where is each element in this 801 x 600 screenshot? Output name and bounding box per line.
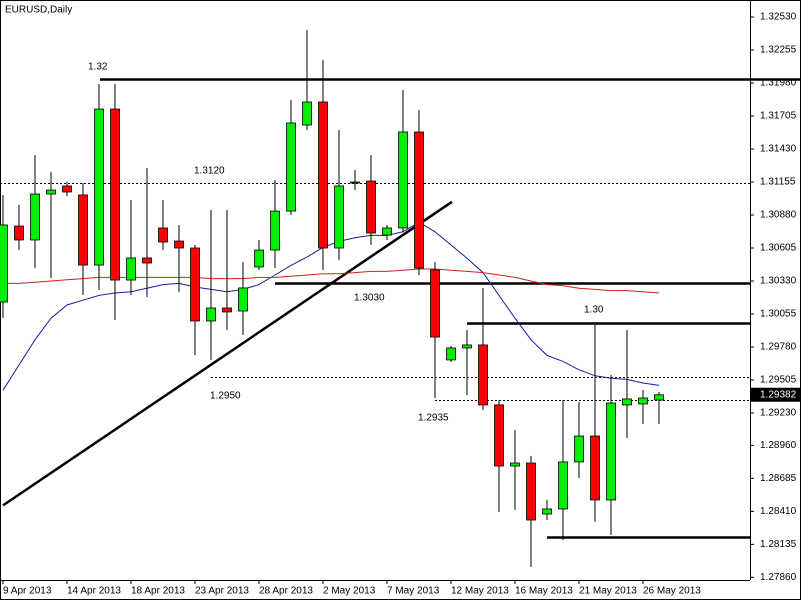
candle-body <box>222 307 232 313</box>
x-tick-label: 21 May 2013 <box>579 586 637 597</box>
y-tick-label: 1.31705 <box>760 111 797 122</box>
candle-body <box>590 435 600 501</box>
candle-body <box>94 108 104 266</box>
last-price-box <box>751 387 800 402</box>
candle-body <box>126 257 136 281</box>
y-tick-label: 1.29505 <box>760 375 797 386</box>
candle-body <box>30 193 40 241</box>
candle-body <box>478 344 488 406</box>
x-tick-label: 14 Apr 2013 <box>67 586 121 597</box>
x-tick-label: 16 May 2013 <box>515 586 573 597</box>
last-price-label: 1.29382 <box>760 389 797 400</box>
candle-body <box>0 224 8 303</box>
y-tick-label: 1.30880 <box>760 210 797 221</box>
y-tick-label: 1.31155 <box>760 177 796 188</box>
moving-average <box>2 221 660 391</box>
y-tick-label: 1.31980 <box>760 78 797 89</box>
y-tick-label: 1.28410 <box>760 506 797 517</box>
chart-title: EURUSD,Daily <box>5 5 72 16</box>
y-tick-label: 1.28960 <box>760 440 797 451</box>
trend-line <box>2 200 453 507</box>
annotation: 1.3120 <box>194 166 225 177</box>
y-tick-label: 1.32255 <box>760 45 797 56</box>
x-tick-label: 28 Apr 2013 <box>259 586 313 597</box>
candle-body <box>462 344 472 349</box>
candle-body <box>174 240 184 249</box>
candle-body <box>398 131 408 229</box>
y-tick-label: 1.32530 <box>760 12 797 23</box>
y-tick-label: 1.31430 <box>760 144 797 155</box>
candle-body <box>254 249 264 268</box>
x-tick-label: 18 Apr 2013 <box>131 586 185 597</box>
candle-body <box>302 101 312 126</box>
candle-body <box>158 227 168 243</box>
candle-body <box>622 398 632 406</box>
candle-body <box>206 307 216 322</box>
candle-body <box>382 227 392 236</box>
candle-body <box>638 397 648 405</box>
x-tick-label: 7 May 2013 <box>387 586 440 597</box>
candle-body <box>350 181 360 184</box>
candle-body <box>46 189 56 195</box>
candle-body <box>446 347 456 361</box>
candle-body <box>558 461 568 510</box>
candle-body <box>78 194 88 266</box>
y-tick-label: 1.30055 <box>760 309 797 320</box>
y-tick-label: 1.28685 <box>760 473 797 484</box>
x-tick-label: 12 May 2013 <box>451 586 509 597</box>
candle-body <box>510 462 520 467</box>
annotation: 1.2935 <box>418 413 449 424</box>
candle-body <box>142 257 152 264</box>
y-tick-label: 1.29780 <box>760 342 797 353</box>
candle-body <box>238 287 248 312</box>
candle-body <box>270 210 280 251</box>
y-tick-label: 1.30330 <box>760 276 797 287</box>
annotation: 1.2950 <box>210 391 241 402</box>
candle-body <box>654 394 664 401</box>
x-tick-label: 9 Apr 2013 <box>3 586 52 597</box>
candle-body <box>62 185 72 193</box>
candle-body <box>14 225 24 241</box>
annotation: 1.30 <box>584 305 604 316</box>
candle-body <box>334 185 344 249</box>
candle-body <box>494 404 504 467</box>
candle-body <box>110 108 120 281</box>
x-tick-label: 23 Apr 2013 <box>195 586 249 597</box>
candle-body <box>286 122 296 212</box>
candle-body <box>574 435 584 463</box>
candle-body <box>366 180 376 234</box>
y-tick-label: 1.27860 <box>760 572 797 583</box>
candle-body <box>430 269 440 338</box>
x-tick-label: 2 May 2013 <box>323 586 376 597</box>
candle-body <box>606 402 616 501</box>
candle-body <box>542 508 552 515</box>
candle-body <box>526 462 536 521</box>
candle-body <box>318 101 328 249</box>
annotation: 1.32 <box>88 62 108 73</box>
y-tick-label: 1.28135 <box>760 539 797 550</box>
y-tick-label: 1.29230 <box>760 408 797 419</box>
x-tick-label: 26 May 2013 <box>643 586 701 597</box>
candle-body <box>190 247 200 322</box>
y-tick-label: 1.30605 <box>760 243 797 254</box>
candle-body <box>414 131 424 269</box>
annotation: 1.3030 <box>354 293 385 304</box>
